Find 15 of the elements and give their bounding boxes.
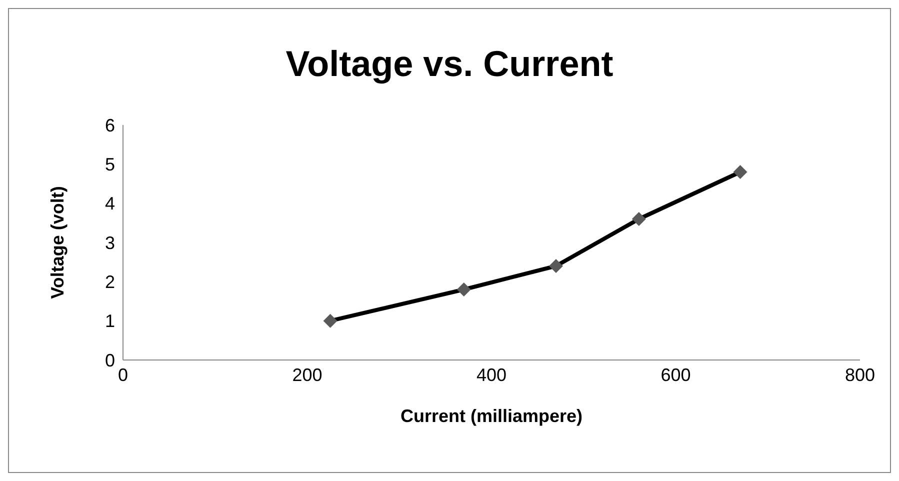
x-tick-label: 600 (660, 364, 691, 385)
x-tick-label: 800 (844, 364, 876, 385)
y-tick-label: 2 (104, 272, 115, 292)
x-tick-label: 200 (292, 364, 322, 385)
y-tick-label: 6 (104, 115, 115, 136)
y-tick-label: 4 (104, 194, 115, 214)
y-tick-label: 1 (104, 311, 115, 332)
x-tick-label: 400 (476, 364, 507, 385)
x-axis-title: Current (milliampere) (400, 406, 583, 426)
y-tick-label: 0 (104, 350, 115, 370)
y-tick-label: 5 (104, 154, 115, 175)
x-tick-label: 0 (118, 364, 128, 385)
chart-title: Voltage vs. Current (284, 43, 614, 85)
y-tick-label: 3 (104, 232, 115, 253)
y-axis-title: Voltage (volt) (47, 186, 68, 299)
